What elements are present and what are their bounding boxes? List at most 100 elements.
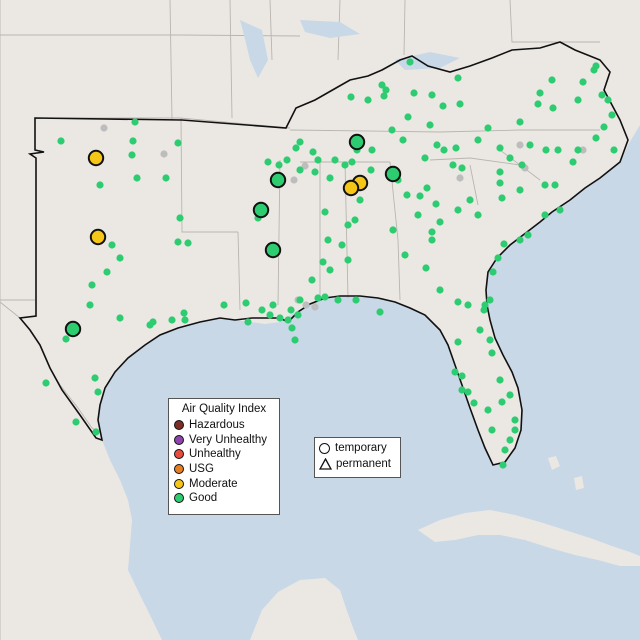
monitor-site-good[interactable] [309,148,317,156]
monitor-site-good[interactable] [296,138,304,146]
monitor-site-good[interactable] [264,158,272,166]
monitor-site-good[interactable] [516,118,524,126]
monitor-site-good[interactable] [416,192,424,200]
monitor-site-good[interactable] [334,296,342,304]
monitor-site-good[interactable] [498,398,506,406]
monitor-site-good-temporary[interactable] [348,133,366,151]
monitor-site-good[interactable] [484,406,492,414]
monitor-site-good[interactable] [406,58,414,66]
monitor-site-good[interactable] [432,200,440,208]
monitor-site-good[interactable] [92,428,100,436]
monitor-site-good[interactable] [428,236,436,244]
monitor-site-good[interactable] [598,91,606,99]
monitor-site-good[interactable] [344,221,352,229]
monitor-site-good[interactable] [518,161,526,169]
monitor-site-good[interactable] [526,141,534,149]
monitor-site-good[interactable] [62,335,70,343]
monitor-site-good[interactable] [352,296,360,304]
monitor-site-good[interactable] [436,286,444,294]
monitor-site-good[interactable] [356,196,364,204]
monitor-site-good[interactable] [42,379,50,387]
monitor-site-good[interactable] [96,181,104,189]
monitor-site-good-temporary[interactable] [252,201,270,219]
monitor-site-good[interactable] [499,461,507,469]
monitor-site-good[interactable] [326,266,334,274]
monitor-site-good[interactable] [181,316,189,324]
monitor-site-moderate-temporary[interactable] [87,149,105,167]
monitor-site-inactive[interactable] [311,303,319,311]
monitor-site-good[interactable] [421,154,429,162]
monitor-site-good[interactable] [133,174,141,182]
monitor-site-good[interactable] [88,281,96,289]
monitor-site-good[interactable] [388,126,396,134]
monitor-site-good-temporary[interactable] [269,171,287,189]
monitor-site-good[interactable] [428,91,436,99]
monitor-site-good[interactable] [498,194,506,202]
monitor-site-inactive[interactable] [579,146,587,154]
monitor-site-good[interactable] [458,386,466,394]
monitor-site-good[interactable] [86,301,94,309]
monitor-site-good[interactable] [534,100,542,108]
monitor-site-good[interactable] [91,374,99,382]
monitor-site-good[interactable] [551,181,559,189]
monitor-site-good[interactable] [496,144,504,152]
monitor-site-good-temporary[interactable] [264,241,282,259]
monitor-site-good[interactable] [554,146,562,154]
monitor-site-good[interactable] [351,216,359,224]
monitor-site-inactive[interactable] [290,176,298,184]
monitor-site-good[interactable] [389,226,397,234]
monitor-site-good[interactable] [549,104,557,112]
monitor-site-good[interactable] [220,301,228,309]
monitor-site-good[interactable] [258,306,266,314]
monitor-site-good[interactable] [428,228,436,236]
monitor-site-good[interactable] [266,311,274,319]
monitor-site-good[interactable] [454,206,462,214]
monitor-site-good[interactable] [287,306,295,314]
monitor-site-good[interactable] [376,308,384,316]
monitor-site-good[interactable] [608,111,616,119]
monitor-site-good[interactable] [464,301,472,309]
monitor-site-good[interactable] [341,161,349,169]
monitor-site-good[interactable] [579,78,587,86]
monitor-site-good[interactable] [604,96,612,104]
monitor-site-good[interactable] [489,268,497,276]
monitor-site-good[interactable] [311,168,319,176]
monitor-site-good[interactable] [474,136,482,144]
monitor-site-good[interactable] [524,231,532,239]
monitor-site-good[interactable] [541,181,549,189]
monitor-site-good[interactable] [410,89,418,97]
monitor-site-good[interactable] [378,81,386,89]
monitor-site-good[interactable] [458,164,466,172]
monitor-site-good[interactable] [458,372,466,380]
monitor-site-good[interactable] [452,144,460,152]
monitor-site-good[interactable] [292,144,300,152]
monitor-site-good[interactable] [382,86,390,94]
monitor-site-good[interactable] [569,158,577,166]
monitor-site-good[interactable] [176,214,184,222]
monitor-site-good[interactable] [404,113,412,121]
monitor-site-good[interactable] [511,416,519,424]
monitor-site-good[interactable] [72,418,80,426]
monitor-site-good-temporary[interactable] [64,320,82,338]
monitor-site-good[interactable] [488,426,496,434]
monitor-site-moderate-temporary[interactable] [89,228,107,246]
monitor-site-good[interactable] [57,137,65,145]
monitor-site-good[interactable] [486,336,494,344]
monitor-site-good[interactable] [511,426,519,434]
monitor-site-good[interactable] [162,174,170,182]
monitor-site-good[interactable] [331,156,339,164]
monitor-site-good[interactable] [541,211,549,219]
monitor-site-inactive[interactable] [301,162,309,170]
monitor-site-good[interactable] [116,314,124,322]
monitor-site-good[interactable] [592,62,600,70]
monitor-site-good[interactable] [308,276,316,284]
monitor-site-good[interactable] [496,168,504,176]
monitor-site-good[interactable] [542,146,550,154]
monitor-site-good[interactable] [470,399,478,407]
monitor-site-inactive[interactable] [100,124,108,132]
monitor-site-good[interactable] [294,311,302,319]
monitor-site-good[interactable] [296,166,304,174]
monitor-site-good[interactable] [466,196,474,204]
monitor-site-inactive[interactable] [516,141,524,149]
